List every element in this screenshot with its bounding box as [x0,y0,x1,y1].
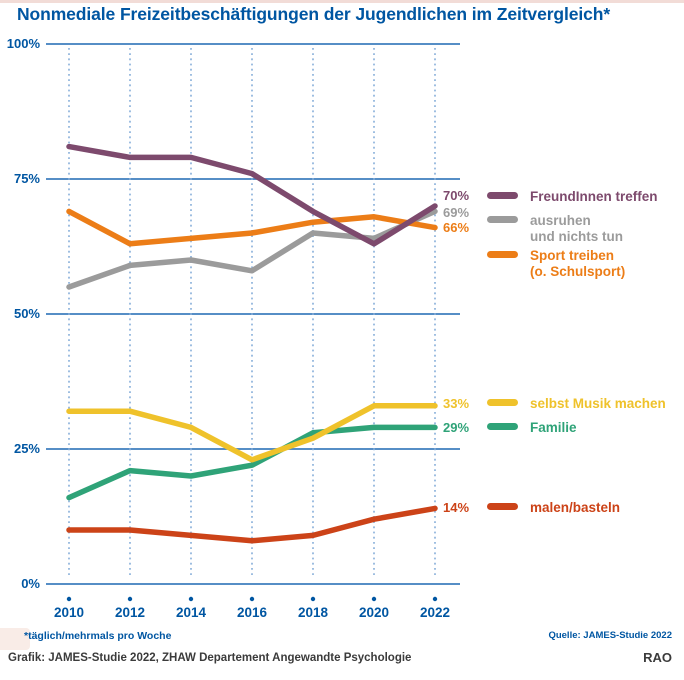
value-label-ausruhen: 69% [443,205,470,220]
footnote: *täglich/mehrmals pro Woche [24,630,172,642]
legend-label-line: selbst Musik machen [530,396,666,411]
x-axis-label-2022: 2022 [419,605,451,620]
source-note: Quelle: JAMES-Studie 2022 [548,630,672,641]
series-line-ausruhen-und-nichts-tun [66,208,438,290]
top-accent-strip [0,0,684,3]
value-label-familie: 29% [443,420,470,435]
graphic-caption: Grafik: JAMES-Studie 2022, ZHAW Departem… [8,652,412,664]
value-label-freundinnen: 70% [443,188,470,203]
x-tick-dot-2010 [66,596,72,602]
series-line-familie [66,424,438,501]
series-line-malen-basteln [66,505,438,544]
legend-swatch-ausruhen [487,216,518,223]
legend-label-line: und nichts tun [530,228,623,244]
legend-label-line: malen/basteln [530,500,621,515]
x-tick-dot-2022 [432,596,438,602]
x-tick-dot-2012 [127,596,133,602]
legend-label-line: ausruhen [530,213,591,228]
y-axis-label-75: 75% [13,171,40,186]
legend-label-malen: malen/basteln [530,500,682,516]
y-axis-label-100: 100% [6,36,40,51]
corner-watermark [0,628,30,650]
x-tick-dot-2020 [371,596,377,602]
y-axis-label-50: 50% [13,306,40,321]
y-axis-label-25: 25% [13,441,40,456]
legend-label-line: Sport treiben [530,248,615,263]
x-axis-label-2018: 2018 [297,605,329,620]
legend-label-sport: Sport treiben (o. Schulsport) [530,248,682,279]
legend-label-line: Familie [530,420,577,435]
x-axis-label-2012: 2012 [114,605,146,620]
y-axis-label-0: 0% [21,576,40,591]
x-tick-dot-2018 [310,596,316,602]
x-tick-dot-2016 [249,596,255,602]
x-axis-label-2016: 2016 [236,605,268,620]
x-axis-label-2010: 2010 [53,605,85,620]
credit-tag: RAO [643,650,672,665]
value-label-sport: 66% [443,220,470,235]
legend-label-line: FreundInnen treffen [530,189,658,204]
x-axis-label-2020: 2020 [358,605,390,620]
legend-swatch-malen [487,503,518,510]
series-line-freundinnen-treffen [66,143,438,247]
legend-swatch-musik [487,399,518,406]
legend-swatch-sport [487,251,518,258]
value-label-malen: 14% [443,500,470,515]
x-axis-label-2014: 2014 [175,605,207,620]
legend-swatch-freundinnen [487,192,518,199]
legend-swatch-familie [487,423,518,430]
series-line-sport-treiben-o-schulsport [66,208,438,247]
chart-title: Nonmediale Freizeitbeschäftigungen der J… [17,4,611,24]
legend-label-ausruhen: ausruhen und nichts tun [530,213,682,244]
value-label-musik: 33% [443,396,470,411]
legend-label-freundinnen: FreundInnen treffen [530,189,682,205]
legend-label-familie: Familie [530,420,682,436]
legend-label-musik: selbst Musik machen [530,396,682,412]
legend-label-line: (o. Schulsport) [530,263,626,279]
series-line-selbst-musik-machen [66,403,438,463]
x-tick-dot-2014 [188,596,194,602]
